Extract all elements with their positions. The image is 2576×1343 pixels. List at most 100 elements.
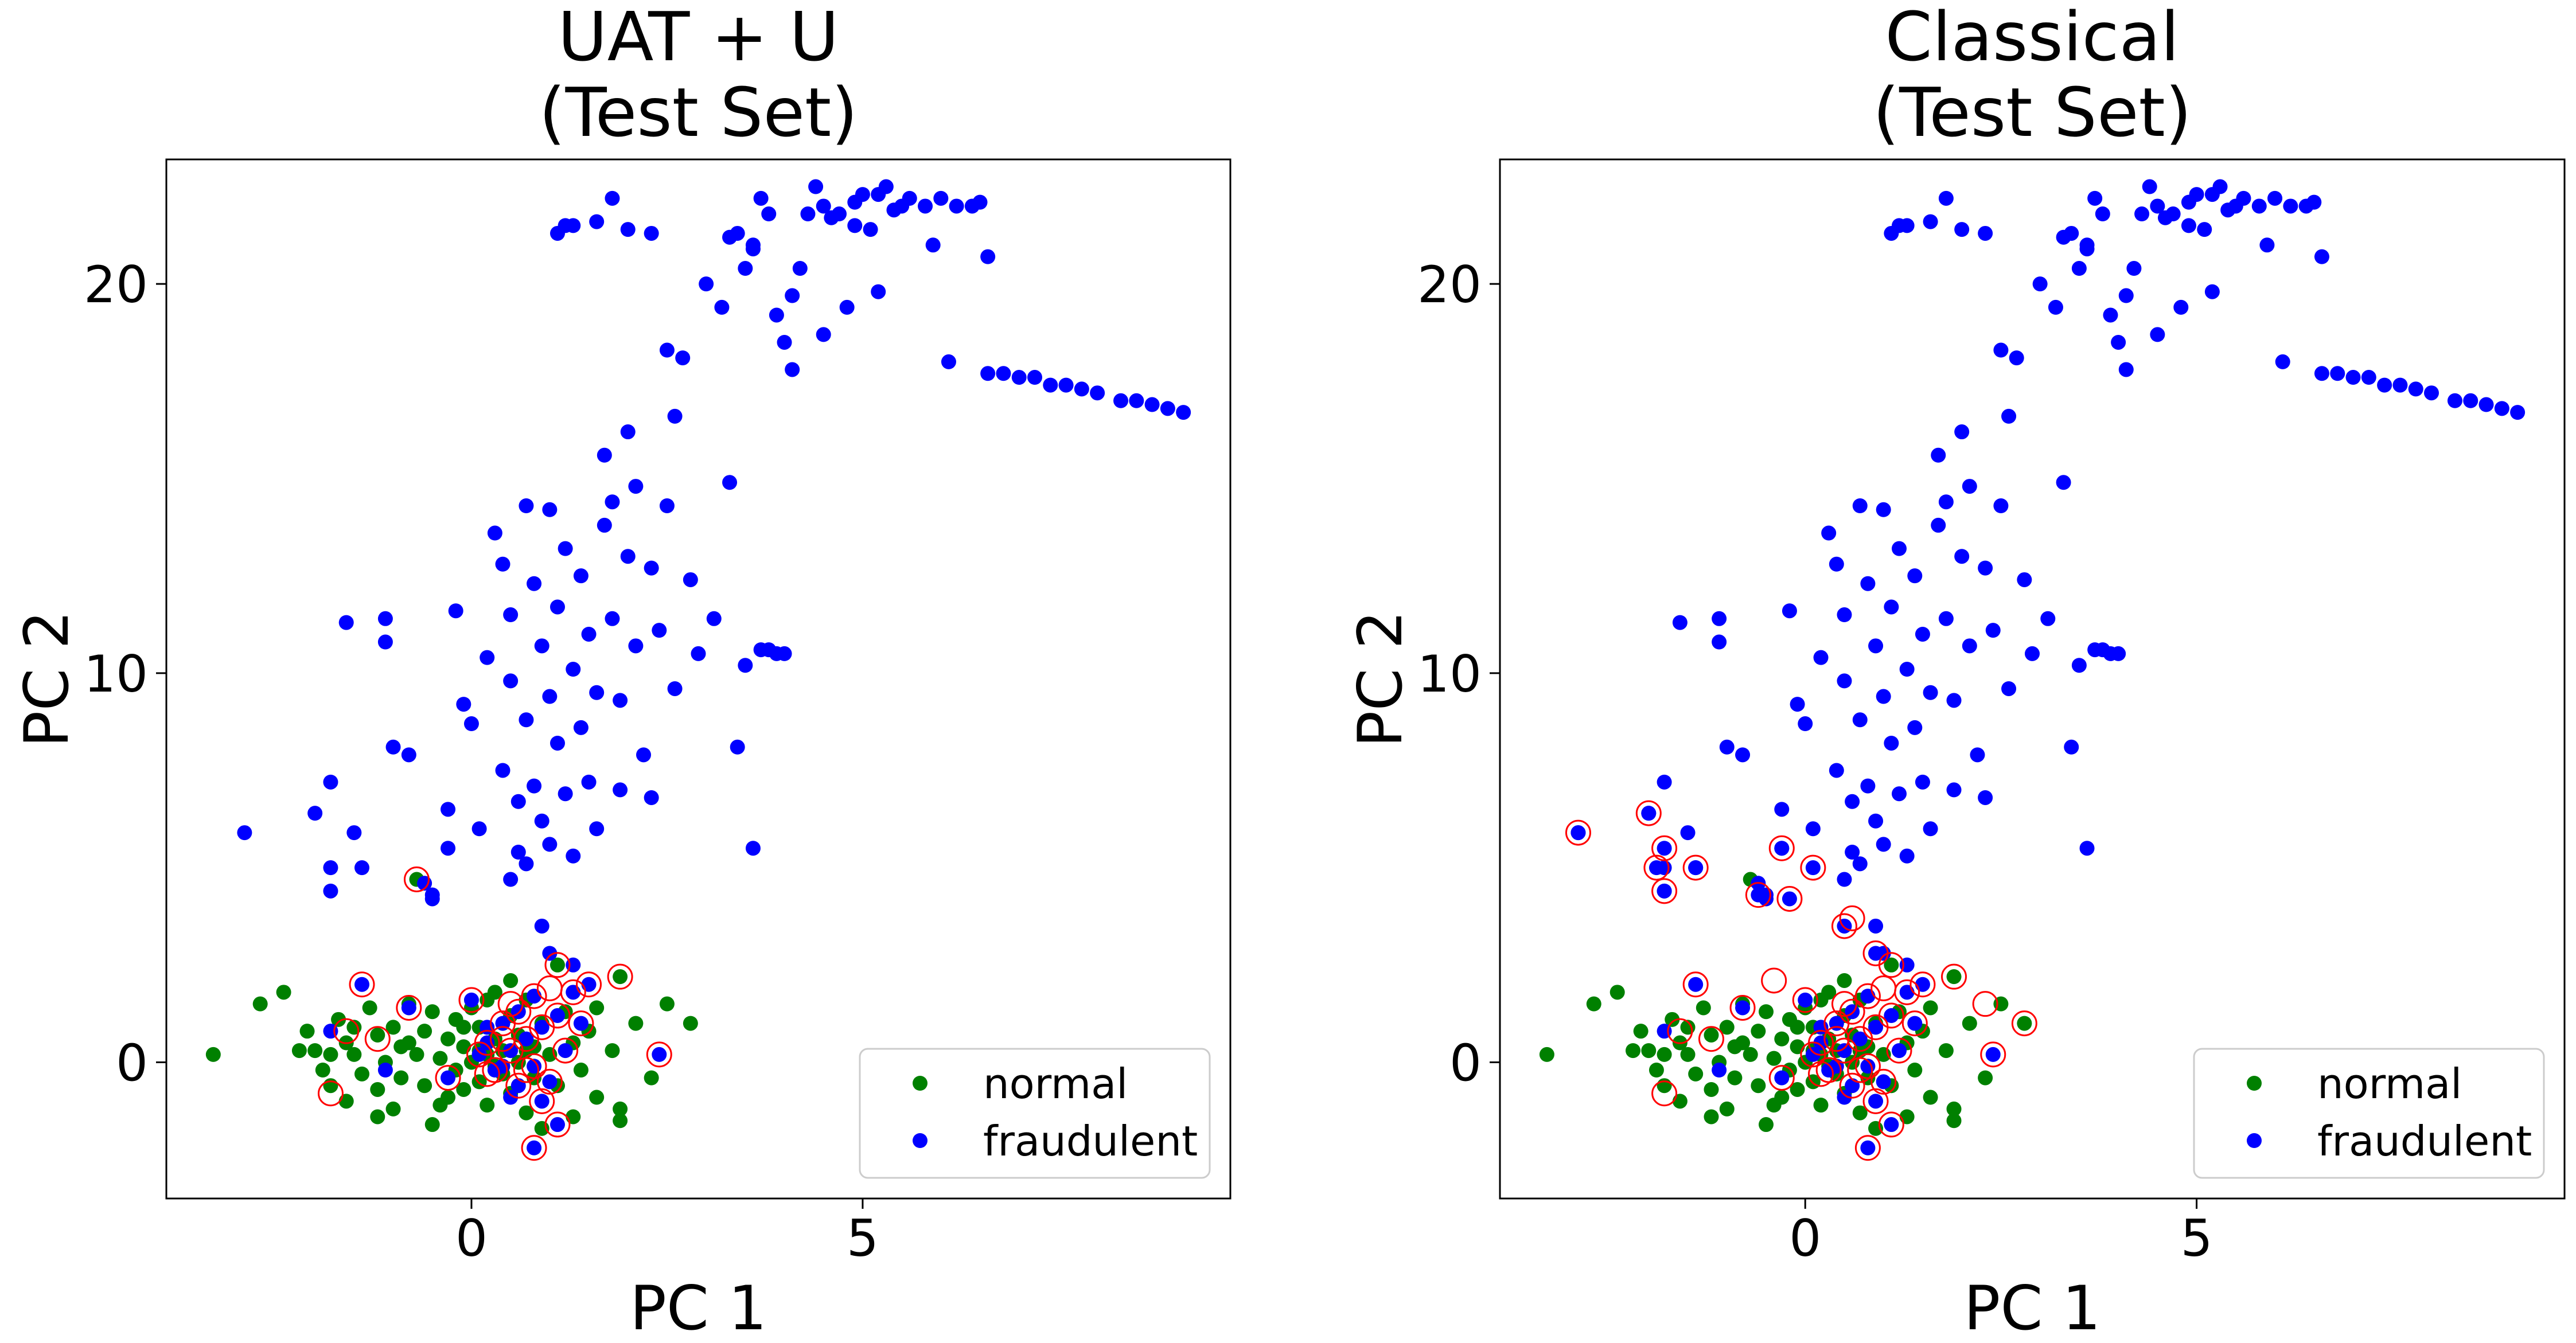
misclassified-marker (1729, 994, 1756, 1021)
fraudulent-point (691, 646, 706, 661)
fraudulent-point (1829, 556, 1844, 572)
fraudulent-point (1774, 1070, 1790, 1086)
fraudulent-point (2392, 377, 2408, 393)
fraudulent-point (527, 1140, 542, 1155)
fraudulent-point (1798, 716, 1813, 732)
fraudulent-point (1923, 214, 1938, 229)
fraudulent-point (1868, 946, 1884, 961)
y-axis-label: PC 2 (1345, 610, 1416, 747)
fraudulent-point (566, 985, 581, 1000)
fraudulent-point (354, 860, 369, 876)
fraudulent-point (1798, 992, 1813, 1008)
plot-frame (1499, 158, 2566, 1200)
fraudulent-point (550, 1117, 565, 1133)
normal-point (1766, 1051, 1782, 1066)
fraudulent-point (401, 747, 416, 763)
normal-point (1704, 1082, 1719, 1097)
plot-frame (165, 158, 1232, 1200)
normal-point (456, 1082, 471, 1097)
fraudulent-point (1884, 1008, 1899, 1024)
fraudulent-point (620, 549, 636, 564)
normal-point (432, 1098, 448, 1113)
fraudulent-point (2463, 393, 2478, 408)
fraudulent-point (1915, 774, 1930, 790)
fraudulent-point (1058, 377, 1074, 393)
fraudulent-point (573, 720, 589, 735)
fraudulent-point (2071, 261, 2087, 276)
fraudulent-point (745, 841, 761, 856)
normal-point (1946, 969, 1962, 985)
fraudulent-point (2197, 222, 2212, 237)
misclassified-marker (1768, 1065, 1795, 1091)
normal-point (456, 1020, 471, 1035)
normal-point (519, 1105, 534, 1121)
fraudulent-point (534, 638, 550, 654)
fraudulent-point (1837, 1090, 1852, 1105)
y-tick-label: 20 (1417, 255, 1482, 314)
legend-label-fraudulent: fraudulent (2317, 1117, 2532, 1165)
fraudulent-point (354, 977, 369, 992)
fraudulent-point (1837, 607, 1852, 623)
fraudulent-point (495, 556, 510, 572)
fraudulent-point (636, 747, 652, 763)
normal-point (417, 1078, 432, 1094)
normal-point (354, 1066, 369, 1082)
fraudulent-point (613, 782, 628, 798)
fraudulent-point (1954, 424, 1970, 440)
legend-box (859, 1048, 1211, 1179)
misclassified-marker (490, 1026, 516, 1052)
fraudulent-point (980, 366, 996, 381)
misclassified-marker (1682, 854, 1709, 881)
fraudulent-point (495, 763, 510, 778)
fraudulent-point (2251, 198, 2267, 214)
fraudulent-point (738, 658, 753, 673)
fraudulent-point (307, 806, 323, 821)
normal-point (566, 1109, 581, 1125)
normal-point (338, 1094, 354, 1109)
fraudulent-point (683, 572, 698, 587)
normal-point (589, 1000, 605, 1016)
normal-point (385, 1101, 401, 1116)
fraudulent-point (2204, 187, 2220, 202)
fraudulent-point (1938, 494, 1954, 510)
fraudulent-point (581, 977, 597, 992)
fraudulent-point (1090, 385, 1105, 401)
fraudulent-point (385, 739, 401, 755)
normal-point (683, 1016, 698, 1031)
normal-point (480, 1098, 495, 1113)
misclassified-marker (568, 1010, 594, 1037)
normal-point (1672, 1094, 1688, 1109)
fraudulent-point (2150, 198, 2165, 214)
normal-point (417, 1024, 432, 1039)
fraudulent-point (1176, 405, 1191, 420)
fraudulent-point (1672, 615, 1688, 630)
fraudulent-point (706, 611, 722, 626)
fraudulent-point (589, 214, 605, 229)
fraudulent-point (323, 774, 338, 790)
normal-point (1727, 1070, 1743, 1086)
fraudulent-point (323, 883, 338, 899)
fraudulent-point (480, 650, 495, 665)
fraudulent-point (1931, 517, 1946, 533)
normal-point (409, 1047, 424, 1062)
fraudulent-point (1719, 739, 1735, 755)
fraudulent-point (542, 946, 558, 961)
fraudulent-point (1860, 576, 1876, 591)
normal-point (1946, 1101, 1962, 1116)
fraudulent-point (2408, 381, 2423, 397)
y-tick-label: 20 (84, 255, 148, 314)
fraudulent-point (1978, 560, 1993, 576)
fraudulent-point (2150, 327, 2165, 342)
fraudulent-point (2345, 370, 2361, 385)
fraudulent-point (1915, 977, 1930, 992)
chart-title-line: (Test Set) (539, 73, 858, 152)
fraudulent-point (800, 206, 816, 222)
fraudulent-point (237, 825, 252, 841)
misclassified-marker (1870, 1068, 1897, 1095)
fraudulent-point (2447, 393, 2462, 408)
misclassified-marker (349, 971, 375, 998)
fraudulent-point (1735, 747, 1751, 763)
normal-point (370, 1027, 385, 1043)
normal-point (1735, 1035, 1751, 1051)
fraudulent-point (503, 872, 519, 887)
